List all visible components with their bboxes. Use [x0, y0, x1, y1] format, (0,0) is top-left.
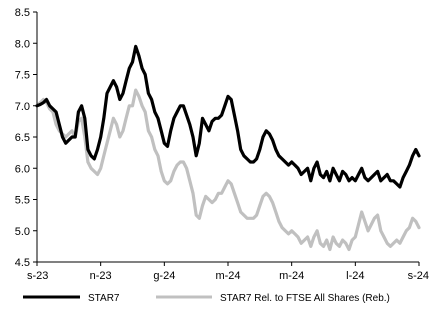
y-tick-label: 6.5	[15, 132, 30, 144]
series-line-star7-relative	[35, 88, 421, 252]
legend: STAR7 STAR7 Rel. to FTSE All Shares (Reb.…	[23, 293, 390, 304]
x-tick-label: s-23	[27, 270, 48, 282]
legend-label-star7-relative: STAR7 Rel. to FTSE All Shares (Reb.)	[220, 293, 390, 304]
x-axis-ticks: s-23 n-23 g-24 m-24 m-24 l-24 s-24	[27, 262, 429, 282]
y-tick-label: 4.5	[15, 257, 30, 269]
y-tick-label: 5.5	[15, 195, 30, 207]
series-line-star7	[35, 44, 421, 189]
x-tick-label: m-24	[215, 270, 240, 282]
x-tick-label: m-24	[279, 270, 304, 282]
legend-label-star7: STAR7	[88, 293, 120, 304]
y-tick-label: 8.0	[15, 38, 30, 50]
x-tick-label: n-23	[90, 270, 112, 282]
x-tick-label: s-24	[408, 270, 429, 282]
y-axis-ticks: 4.5 5.0 5.5 6.0 6.5 7.0 7.5 8.0 8.5	[15, 7, 37, 269]
y-tick-label: 6.0	[15, 163, 30, 175]
x-tick-label: g-24	[153, 270, 175, 282]
y-tick-label: 7.0	[15, 101, 30, 113]
y-tick-label: 8.5	[15, 7, 30, 19]
y-tick-label: 5.0	[15, 226, 30, 238]
y-tick-label: 7.5	[15, 70, 30, 82]
x-tick-label: l-24	[346, 270, 364, 282]
plot-area	[35, 44, 421, 252]
